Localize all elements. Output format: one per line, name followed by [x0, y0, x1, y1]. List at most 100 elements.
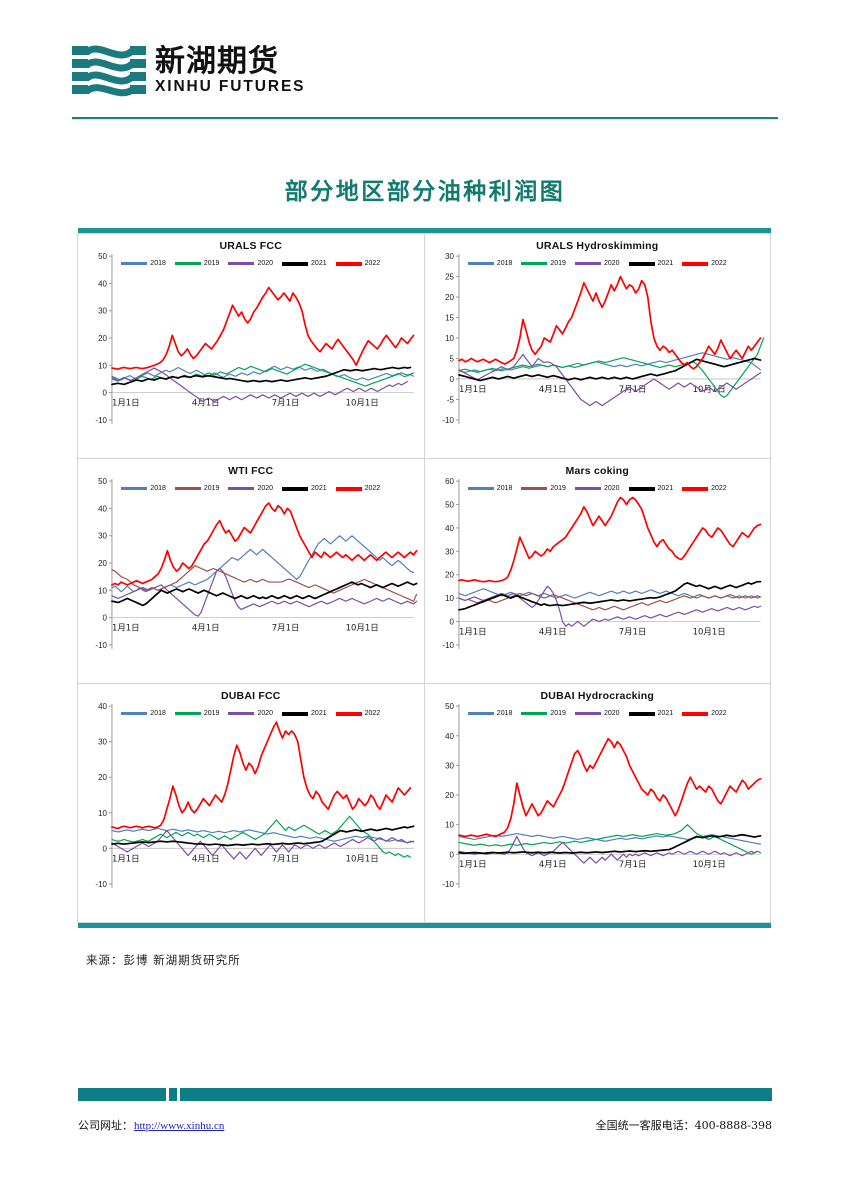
y-tick-label: 40: [98, 504, 107, 513]
chart-plot: 50 40 30 20 10 0 -10 1月1日 4月1日 7月1日 10月1日: [95, 477, 418, 650]
series-line-2021: [457, 357, 761, 382]
chart-title: DUBAI Hydrocracking: [540, 690, 654, 702]
logo-english-name: XINHU FUTURES: [155, 78, 306, 95]
series-line-2019: [111, 565, 418, 602]
charts-table: URALS FCC 2018 2019 2020 2021 2022 50 40 30 20 1…: [77, 228, 771, 928]
y-tick-label: 10: [445, 334, 454, 343]
chart-wti-fcc: WTI FCC 2018 2019 2020 2021 2022 50 40 30 20 10 0…: [78, 459, 424, 683]
company-logo: 新湖期货 XINHU FUTURES: [72, 42, 778, 98]
header-divider: [72, 117, 778, 120]
y-tick-label: 0: [449, 850, 454, 859]
chart-plot: 50 40 30 20 10 0 -10 1月1日 4月1日 7月1日 10月1日: [95, 252, 415, 425]
y-tick-label: 0: [103, 844, 108, 853]
y-tick-label: -10: [442, 416, 454, 425]
x-tick-label: 4月1日: [538, 626, 566, 636]
footer-website: 公司网址： http://www.xinhu.cn: [78, 1117, 224, 1133]
y-tick-label: 20: [98, 334, 107, 343]
y-tick-label: 10: [98, 586, 107, 595]
y-tick-label: 30: [445, 252, 454, 261]
series-line-2020: [457, 835, 758, 864]
y-tick-label: 0: [449, 375, 454, 384]
y-tick-label: 30: [445, 547, 454, 556]
series-line-2021: [457, 833, 761, 855]
table-bottom-rule: [77, 922, 771, 928]
series-line-2022: [111, 286, 415, 371]
chart-mars-coking: Mars coking 2018 2019 2020 2021 2022 60 50 40 3…: [424, 459, 770, 683]
chart-title: URALS FCC: [219, 240, 282, 252]
y-tick-label: 25: [445, 273, 454, 282]
x-tick-label: 4月1日: [192, 398, 220, 408]
chart-plot: 50 40 30 20 10 0 -10 1月1日 4月1日 7月1日 10月1日: [442, 702, 761, 889]
y-tick-label: 30: [98, 532, 107, 541]
series-line-2018: [457, 588, 761, 599]
x-tick-label: 10月1日: [346, 853, 379, 863]
series-line-2018: [457, 352, 761, 373]
chart-cell-urals-hydroskimming: URALS Hydroskimming 2018 2019 2020 2021 2022…: [423, 233, 771, 459]
series-line-2022: [111, 721, 412, 830]
chart-cell-urals-fcc: URALS FCC 2018 2019 2020 2021 2022 50 40 30 20 1…: [77, 233, 425, 459]
y-tick-label: 20: [445, 791, 454, 800]
x-tick-label: 10月1日: [692, 384, 725, 394]
chart-cell-dubai-hydrocracking: DUBAI Hydrocracking 2018 2019 2020 2021 2022…: [423, 683, 771, 923]
chart-plot: 60 50 40 30 20 10 0 -10 1月1日 4月1日 7月1日 10月1日: [442, 477, 761, 650]
x-tick-label: 4月1日: [538, 859, 566, 869]
chart-dubai-fcc: DUBAI FCC 2018 2019 2020 2021 2022 40 30 20 10 0…: [78, 684, 424, 922]
x-tick-label: 7月1日: [618, 626, 646, 636]
x-tick-label: 7月1日: [272, 398, 300, 408]
y-tick-label: 10: [445, 821, 454, 830]
series-line-2020: [111, 367, 409, 402]
y-tick-label: 20: [445, 571, 454, 580]
chart-cell-wti-fcc: WTI FCC 2018 2019 2020 2021 2022 50 40 30 20 10 0…: [77, 458, 425, 684]
y-tick-label: 10: [98, 809, 107, 818]
table-top-rule: [77, 228, 771, 234]
y-tick-label: -10: [95, 416, 107, 425]
x-tick-label: 1月1日: [458, 626, 486, 636]
y-tick-label: 40: [98, 279, 107, 288]
y-tick-label: 0: [449, 617, 454, 626]
y-tick-label: 30: [98, 738, 107, 747]
series-line-2021: [111, 825, 415, 847]
series-line-2018: [111, 535, 415, 593]
series-line-2020: [457, 353, 761, 407]
y-tick-label: 20: [98, 773, 107, 782]
y-tick-label: 40: [445, 524, 454, 533]
series-line-2018: [457, 832, 761, 845]
x-tick-label: 1月1日: [458, 384, 486, 394]
y-tick-label: -10: [442, 641, 454, 650]
chart-row-3: DUBAI FCC 2018 2019 2020 2021 2022 40 30 20 10 0…: [77, 683, 771, 923]
chart-row-2: WTI FCC 2018 2019 2020 2021 2022 50 40 30 20 10 0…: [77, 458, 771, 684]
chart-title: Mars coking: [565, 465, 629, 477]
y-tick-label: 40: [445, 732, 454, 741]
y-tick-label: 5: [449, 354, 454, 363]
y-tick-label: 50: [98, 477, 107, 486]
page-header: 新湖期货 XINHU FUTURES: [72, 42, 778, 120]
y-tick-label: -10: [442, 880, 454, 889]
x-tick-label: 10月1日: [692, 859, 725, 869]
y-tick-label: -10: [95, 880, 107, 889]
x-tick-label: 4月1日: [538, 384, 566, 394]
xinhu-wave-logo-icon: [72, 45, 146, 97]
page-title: 部分地区部分油种利润图: [284, 178, 566, 205]
footer-hotline: 全国统一客服电话：400-8888-398: [595, 1119, 772, 1132]
footer-website-link[interactable]: http://www.xinhu.cn: [134, 1120, 225, 1132]
logo-wordmark: 新湖期货 XINHU FUTURES: [155, 45, 306, 95]
chart-title: URALS Hydroskimming: [536, 240, 659, 252]
x-tick-label: 1月1日: [112, 623, 140, 633]
series-line-2018: [111, 827, 415, 844]
x-tick-label: 10月1日: [692, 626, 725, 636]
y-tick-label: 50: [98, 252, 107, 261]
x-tick-label: 4月1日: [192, 853, 220, 863]
footer-bar-segment-1: [78, 1088, 166, 1101]
series-line-2020: [111, 829, 415, 860]
series-line-2021: [111, 581, 418, 607]
x-tick-label: 10月1日: [346, 623, 379, 633]
footer-bar-segment-3: [180, 1088, 772, 1101]
chart-title: DUBAI FCC: [220, 690, 281, 702]
y-tick-label: 20: [445, 293, 454, 302]
chart-urals-hydroskimming: URALS Hydroskimming 2018 2019 2020 2021 2022…: [424, 234, 770, 458]
series-line-2022: [457, 496, 761, 583]
y-tick-label: -5: [446, 395, 454, 404]
x-tick-label: 4月1日: [192, 623, 220, 633]
